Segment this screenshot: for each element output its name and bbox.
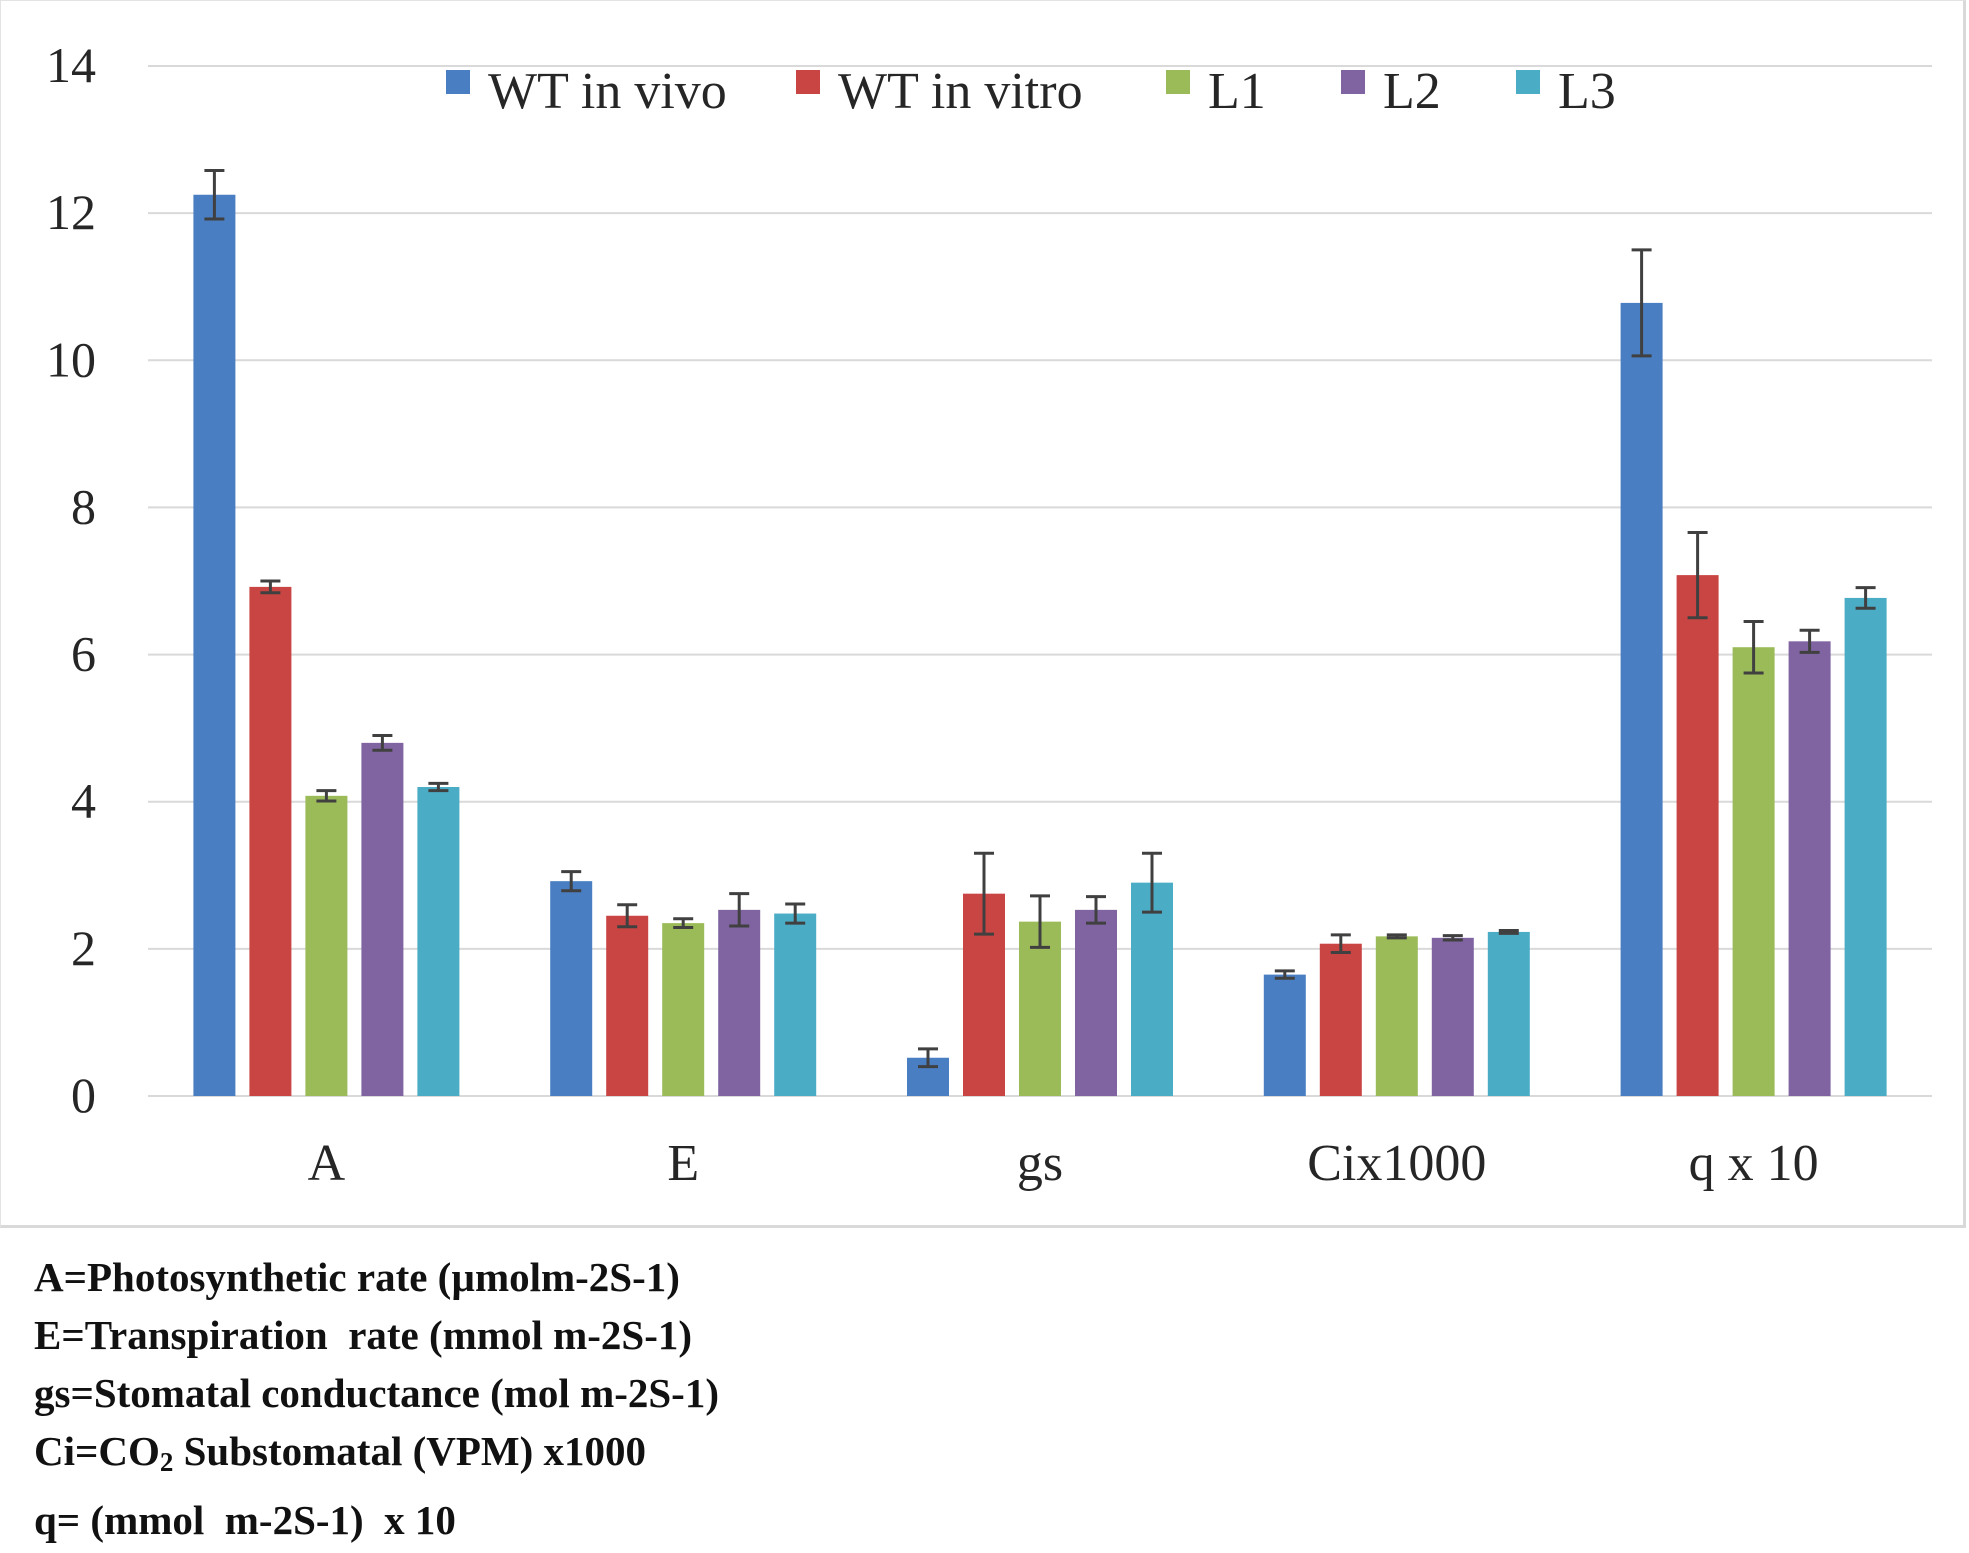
bar <box>550 881 593 1096</box>
note-a: A=Photosynthetic rate (µmolm-2S-1) <box>34 1254 680 1300</box>
bar <box>193 194 236 1096</box>
bar <box>361 742 404 1096</box>
bar <box>1263 974 1306 1096</box>
x-category-label: Cix1000 <box>1307 1135 1486 1192</box>
bar <box>1431 937 1474 1096</box>
bar <box>1620 302 1663 1096</box>
note-gs: gs=Stomatal conductance (mol m-2S-1) <box>34 1370 719 1416</box>
bar <box>1487 931 1530 1096</box>
bar <box>662 923 705 1096</box>
y-tick-label: 0 <box>71 1067 96 1123</box>
bar <box>1788 641 1831 1096</box>
bar <box>1019 921 1061 1096</box>
y-tick-label: 4 <box>71 773 96 829</box>
note-ci-post: Substomatal (VPM) x1000 <box>173 1428 646 1474</box>
x-category-label: gs <box>1017 1135 1063 1192</box>
bar <box>305 795 348 1096</box>
y-tick-label: 8 <box>71 478 96 534</box>
chart-frame <box>0 0 1966 1228</box>
legend-label: L3 <box>1558 63 1616 120</box>
bar <box>1319 943 1362 1096</box>
x-category-label: E <box>667 1135 699 1192</box>
legend-label: WT in vivo <box>488 63 727 120</box>
legend-swatch <box>1166 70 1190 94</box>
legend-swatch <box>796 70 820 94</box>
x-category-label: q x 10 <box>1689 1135 1819 1192</box>
note-ci-pre: Ci=CO <box>34 1428 160 1474</box>
legend-swatch <box>1516 70 1540 94</box>
bar <box>1131 882 1173 1096</box>
y-tick-label: 14 <box>46 37 96 93</box>
note-e: E=Transpiration rate (mmol m-2S-1) <box>34 1312 693 1358</box>
abbreviation-notes: A=Photosynthetic rate (µmolm-2S-1) E=Tra… <box>34 1248 719 1549</box>
legend-swatch <box>1341 70 1365 94</box>
legend-label: L2 <box>1383 63 1441 120</box>
legend-swatch <box>446 70 470 94</box>
bar <box>1375 936 1418 1096</box>
bar <box>1075 909 1117 1096</box>
legend-label: L1 <box>1208 63 1266 120</box>
bar <box>417 787 460 1096</box>
bar <box>606 915 649 1096</box>
note-ci: Ci=CO2 Substomatal (VPM) x1000 <box>34 1422 719 1491</box>
x-category-label: A <box>308 1135 346 1192</box>
y-tick-label: 10 <box>46 331 96 387</box>
bar <box>249 586 292 1096</box>
y-tick-label: 12 <box>46 184 96 240</box>
bar <box>774 913 817 1096</box>
legend-label: WT in vitro <box>838 63 1083 120</box>
y-tick-label: 2 <box>71 920 96 976</box>
note-ci-sub: 2 <box>159 1447 174 1477</box>
y-tick-label: 6 <box>71 626 96 682</box>
bar <box>1844 597 1887 1096</box>
bar <box>1732 647 1775 1096</box>
bar <box>1676 575 1719 1096</box>
bar <box>718 909 761 1096</box>
note-q: q= (mmol m-2S-1) x 10 <box>34 1497 456 1543</box>
